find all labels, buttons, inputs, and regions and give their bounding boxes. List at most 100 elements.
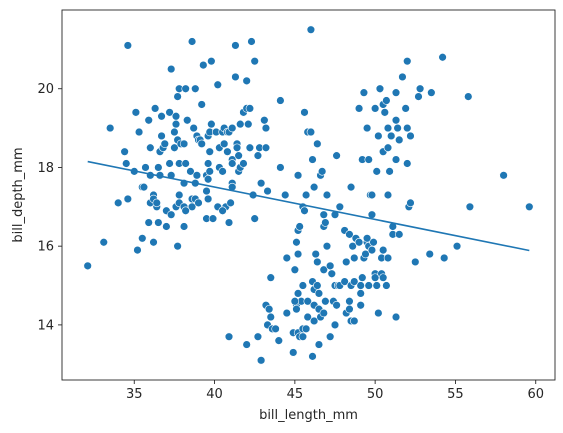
data-point [332, 151, 341, 160]
data-point [325, 261, 335, 271]
data-point [298, 332, 308, 341]
data-point [309, 182, 319, 192]
data-point [166, 64, 176, 74]
data-point [370, 104, 380, 113]
data-point [369, 238, 378, 247]
data-point [375, 84, 385, 93]
y-axis-label: bill_depth_mm [11, 147, 26, 242]
data-point [239, 159, 248, 168]
data-point [150, 104, 160, 113]
data-point [354, 238, 364, 247]
data-point [232, 143, 242, 152]
data-point [427, 88, 436, 97]
data-point [141, 163, 150, 172]
data-point [361, 249, 370, 259]
data-point [464, 92, 473, 101]
data-point [345, 230, 354, 239]
data-point [438, 53, 447, 62]
data-point [313, 257, 322, 267]
data-point [378, 273, 388, 282]
data-point [208, 214, 218, 223]
data-point [226, 198, 235, 208]
data-point [162, 222, 171, 231]
data-point [166, 210, 176, 219]
data-point [300, 206, 309, 215]
data-point [202, 186, 211, 196]
plot-frame [61, 9, 556, 381]
data-point [160, 139, 169, 149]
data-point [191, 84, 200, 93]
data-point [282, 253, 292, 263]
data-point [391, 155, 401, 164]
x-tick-label: 60 [527, 387, 544, 402]
data-point [319, 265, 328, 274]
data-point [139, 182, 149, 192]
scatter-points [83, 25, 534, 365]
data-point [309, 316, 319, 326]
data-point [292, 304, 301, 314]
data-point [173, 241, 182, 251]
data-point [199, 60, 208, 70]
data-point [271, 324, 280, 334]
data-point [218, 206, 227, 215]
data-point [362, 234, 372, 243]
data-point [395, 135, 404, 145]
data-point [274, 336, 283, 345]
data-point [387, 131, 396, 141]
data-point [383, 253, 393, 263]
data-point [131, 108, 141, 117]
data-point [393, 123, 402, 133]
data-point [321, 218, 330, 227]
data-point [250, 56, 259, 66]
data-point [382, 96, 391, 105]
data-point [175, 190, 184, 200]
data-point [120, 147, 129, 156]
data-point [327, 269, 336, 278]
data-point [378, 245, 388, 255]
data-point [264, 304, 274, 314]
data-point [319, 210, 328, 219]
data-point [242, 76, 251, 86]
data-point [346, 182, 356, 192]
data-point [133, 245, 142, 255]
data-point [403, 56, 412, 66]
data-point [348, 241, 357, 251]
data-point [411, 257, 420, 267]
data-point [374, 131, 383, 141]
data-point [186, 167, 195, 176]
data-point [266, 273, 275, 282]
data-point [234, 151, 243, 160]
data-point [146, 143, 155, 152]
data-point [356, 281, 365, 290]
data-point [345, 304, 354, 314]
data-point [122, 159, 131, 168]
data-point [362, 123, 372, 133]
data-point [367, 210, 377, 219]
data-point [276, 96, 285, 105]
regression-line [87, 160, 530, 252]
data-point [205, 167, 214, 176]
data-point [301, 190, 311, 200]
data-point [383, 143, 393, 152]
data-point [152, 198, 161, 208]
data-point [245, 104, 255, 113]
data-point [354, 104, 364, 113]
x-axis-label: bill_length_mm [259, 408, 358, 423]
data-point [364, 281, 373, 290]
data-point [197, 139, 206, 149]
data-point [179, 139, 189, 149]
data-point [350, 316, 359, 326]
data-point [300, 108, 309, 117]
data-point [187, 37, 197, 46]
data-point [181, 159, 190, 168]
data-point [350, 277, 359, 286]
data-point [183, 116, 192, 125]
data-point [231, 72, 240, 82]
data-point [244, 119, 253, 129]
data-point [321, 297, 330, 306]
data-point [224, 218, 234, 227]
data-point [385, 167, 394, 176]
data-point [223, 147, 232, 156]
data-point [335, 202, 345, 212]
